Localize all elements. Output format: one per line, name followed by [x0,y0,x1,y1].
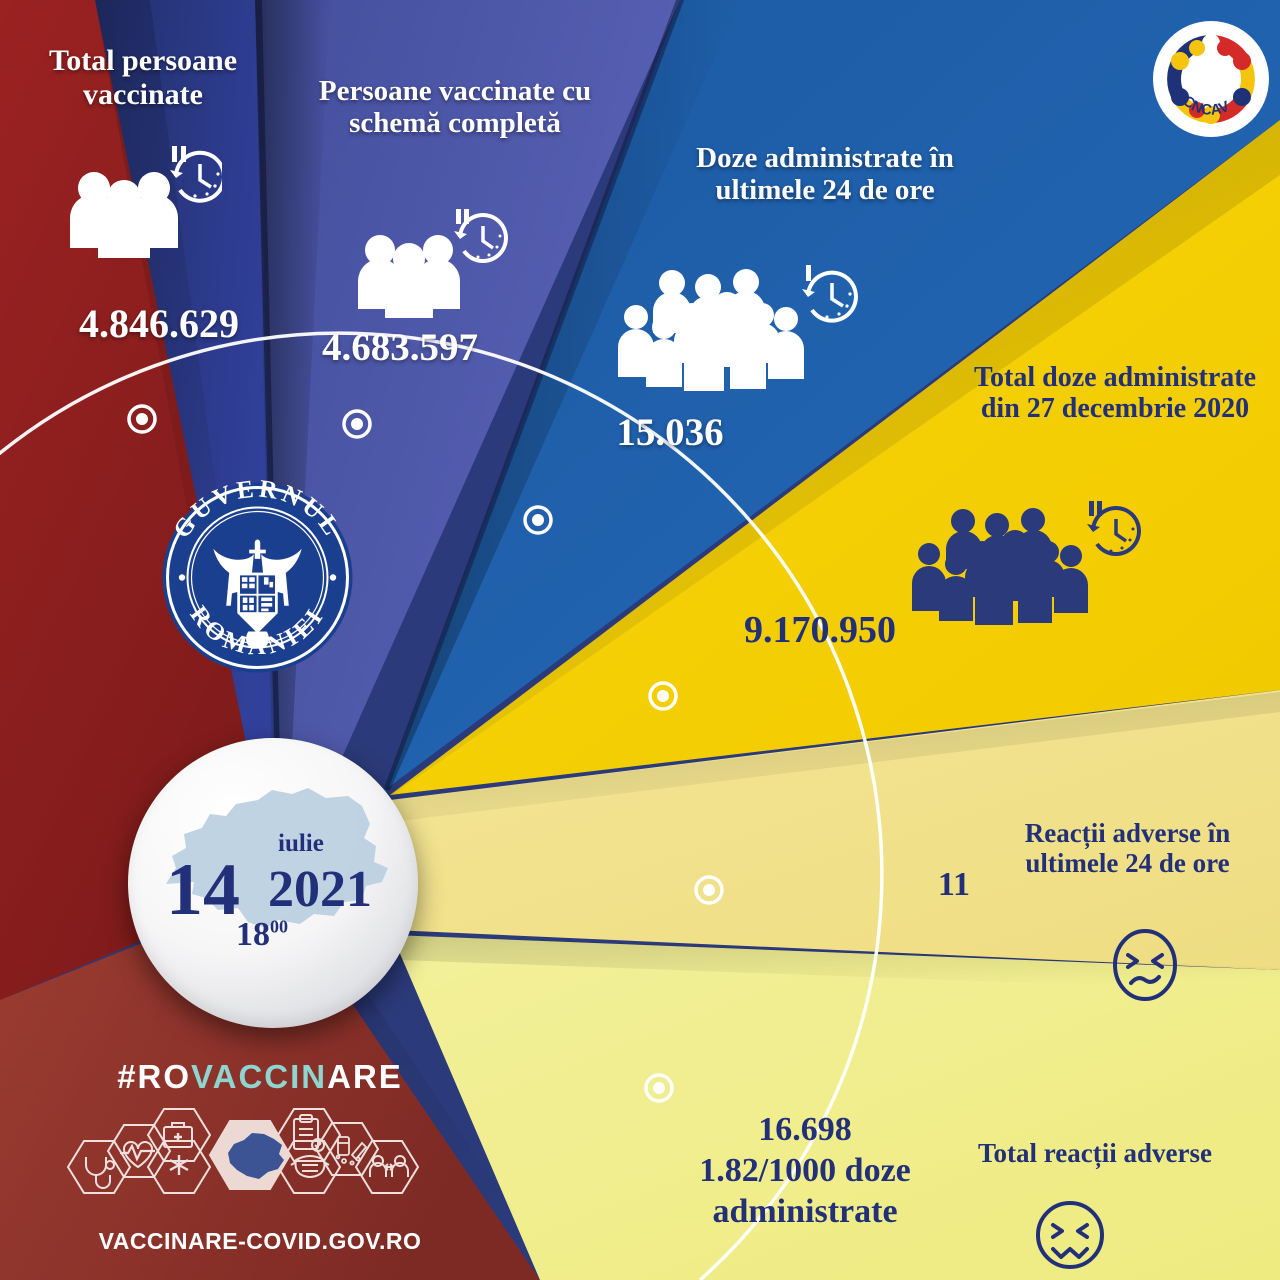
crowd-clock-icon [600,255,870,395]
panel-title-fully-vaccinated: Persoane vaccinate cu schemă completă [318,75,592,140]
crowd-clock-icon [895,495,1155,625]
guvernul-romaniei-seal: GUVERNUL ROMÂNIEI [160,475,355,675]
hashtag-part-1: #RO [117,1058,192,1095]
panel-value-total-doses: 9.170.950 [744,609,896,651]
total-adverse-rate: 1.82/1000 doze administrate [699,1151,911,1230]
dizzy-face-icon [1030,1195,1110,1275]
vaccine-hex [314,1122,380,1176]
panel-value-adverse-24h: 11 [937,866,970,903]
first-aid-hex [146,1108,212,1162]
panel-title-total-persons: Total persoane vaccinate [48,44,238,111]
panel-title-doses-24h: Doze administrate în ultimele 24 de ore [696,142,954,207]
date-hour: 1800 [236,916,288,954]
sad-face-icon [1105,925,1185,1005]
total-adverse-count: 16.698 [758,1111,852,1148]
panel-value-total-adverse: 16.698 1.82/1000 doze administrate [640,1110,970,1232]
people-clock-icon [62,140,226,260]
panel-value-doses-24h: 15.036 [616,411,724,454]
date-month: iulie [278,830,324,857]
panel-value-total-persons: 4.846.629 [79,301,239,346]
health-icons-hexagons [60,1105,480,1220]
panel-title-adverse-24h: Reacții adverse în ultimele 24 de ore [1024,818,1231,879]
website-url: VACCINARE-COVID.GOV.RO [98,1228,422,1254]
date-hour-value: 18 [236,916,270,953]
distancing-hex [354,1140,420,1194]
date-badge: 14 iulie 2021 1800 [128,738,418,1028]
heartbeat-hex [106,1124,172,1178]
hashtag-part-3: ARE [327,1058,403,1095]
rovaccinare-hashtag: #ROVACCINARE [100,1058,420,1096]
date-day: 14 [166,849,240,931]
panel-title-total-doses: Total doze administrate din 27 decembrie… [973,362,1257,425]
stethoscope-hex [66,1140,132,1194]
panel-title-total-adverse: Total reacții adverse [978,1138,1212,1168]
cncav-logo: CNCAV [1150,18,1272,140]
panel-value-fully-vaccinated: 4.683.597 [322,326,478,369]
people-clock-icon [350,205,510,320]
hashtag-part-2: VACCIN [191,1058,328,1095]
romania-map-silhouette [166,788,388,928]
clipboard-hex [276,1108,342,1162]
date-year: 2021 [268,861,372,918]
date-hour-minutes: 00 [270,916,288,937]
